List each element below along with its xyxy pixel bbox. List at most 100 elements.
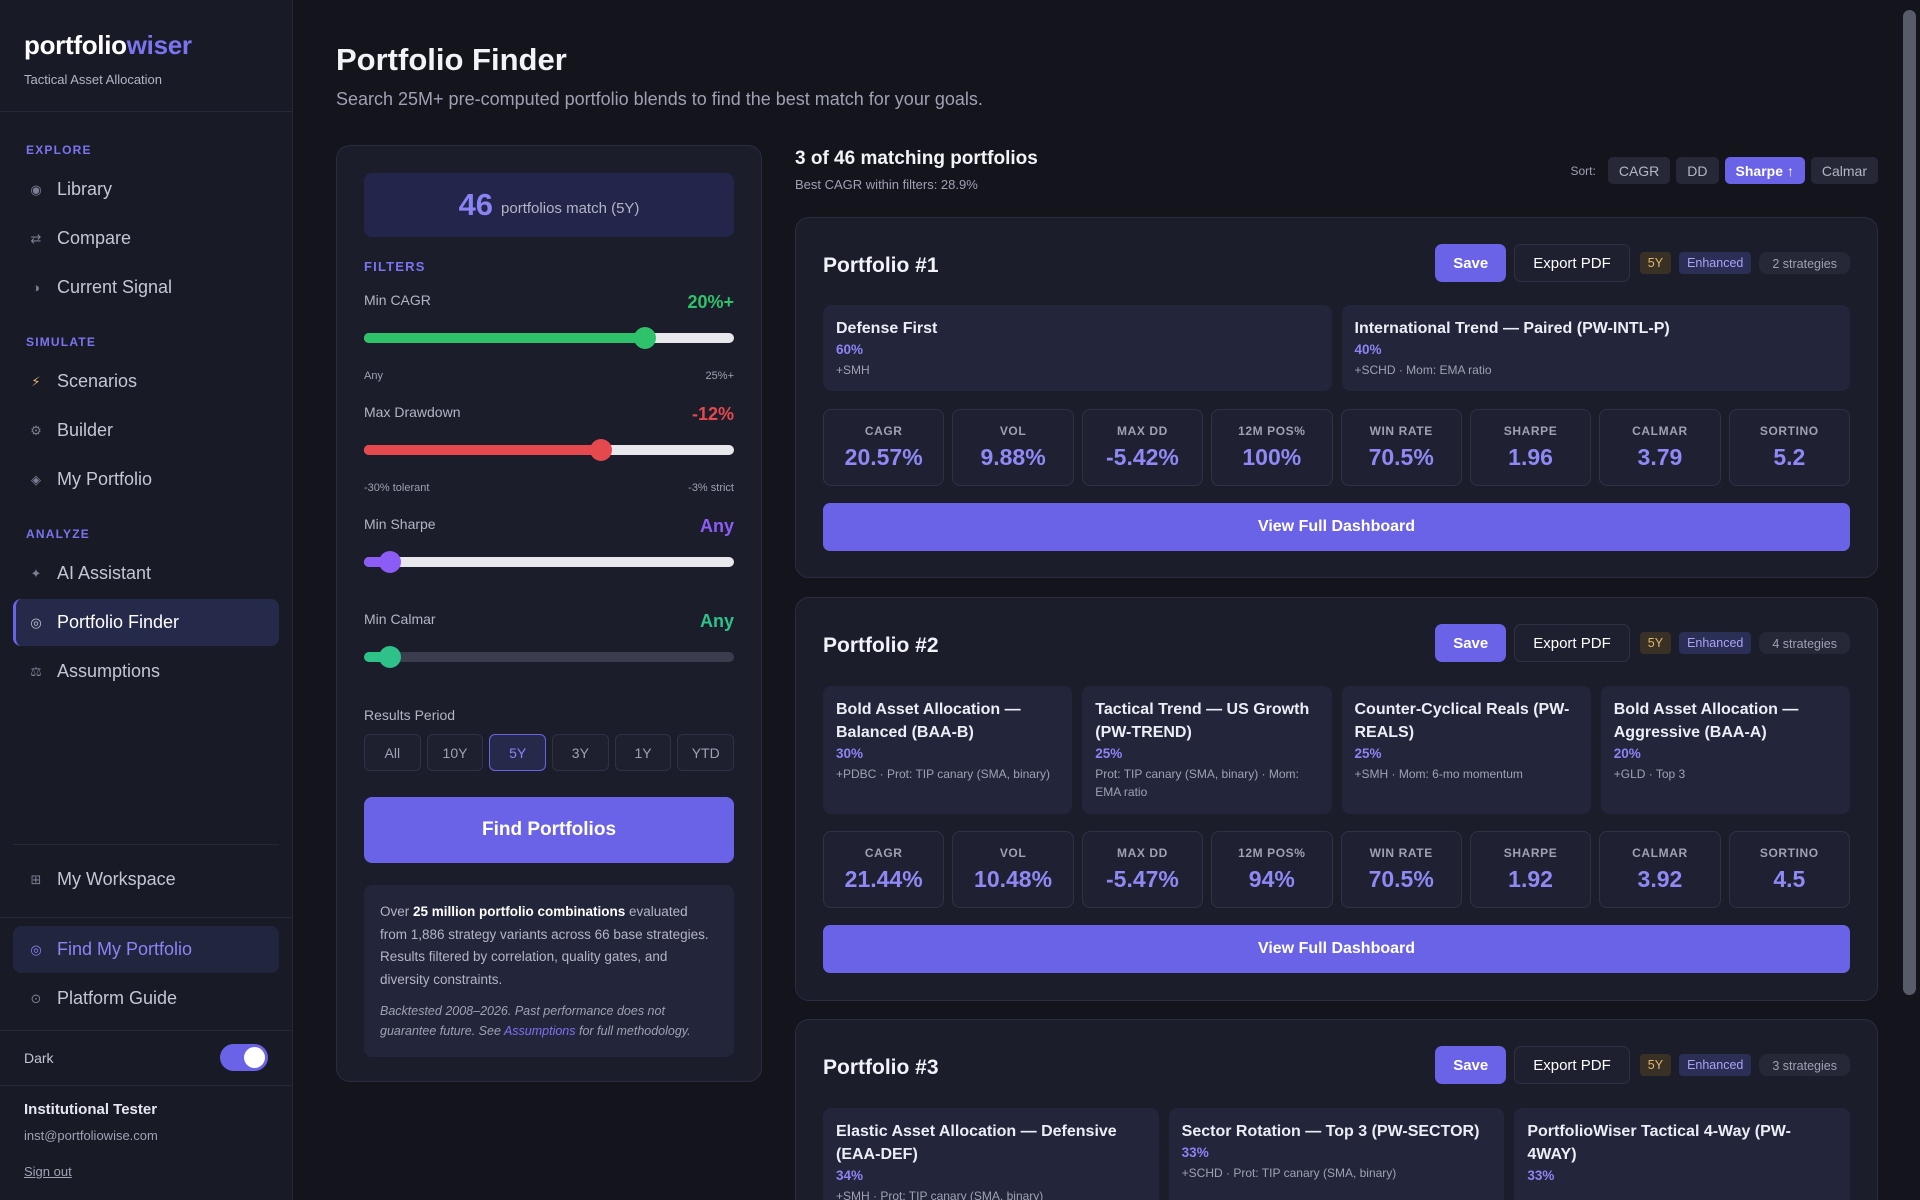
strategy-weight: 25% [1095, 746, 1123, 761]
sidebar-divider [0, 1085, 293, 1086]
metric-sharpe: SHARPE 1.92 [1469, 831, 1592, 908]
sort-dd-button[interactable]: DD [1676, 157, 1719, 184]
export-pdf-button[interactable]: Export PDF [1514, 624, 1630, 662]
swap-arrows-icon: ⇄ [30, 230, 42, 246]
strategy-count-tag: 2 strategies [1759, 252, 1850, 274]
strategy-name: PortfolioWiser Tactical 4-Way (PW-4WAY) [1527, 1123, 1791, 1163]
enhanced-tag: Enhanced [1679, 252, 1752, 274]
slider-thumb[interactable] [589, 439, 612, 461]
metric-sortino: SORTINO 5.2 [1728, 409, 1850, 486]
sidebar-item-current-signal[interactable]: ◑ Current Signal [13, 264, 279, 311]
metrics-row: CAGR 21.44% VOL 10.48% MAX DD -5.47% 12M PO… [823, 831, 1850, 908]
strategy-weight: 60% [836, 342, 864, 357]
max-drawdown-left-note: -30% tolerant [364, 482, 430, 494]
portfolio-title: Portfolio #2 [823, 634, 939, 657]
grid-icon: ⊞ [30, 871, 42, 887]
sidebar-item-library[interactable]: ◉ Library [13, 166, 279, 213]
sort-cagr-button[interactable]: CAGR [1607, 157, 1671, 184]
sidebar-divider [0, 917, 293, 918]
sidebar-item-ai-assistant[interactable]: ✦ AI Assistant [13, 550, 279, 597]
save-button[interactable]: Save [1435, 624, 1507, 662]
period-ytd[interactable]: YTD [677, 734, 735, 771]
period-3y[interactable]: 3Y [552, 734, 609, 771]
period-all[interactable]: All [364, 734, 421, 771]
strategy-card: Defense First 60% +SMH [823, 305, 1332, 391]
find-portfolios-button[interactable]: Find Portfolios [364, 797, 734, 863]
filters-title: FILTERS [364, 259, 426, 274]
strategy-card: Bold Asset Allocation — Aggressive (BAA-… [1600, 686, 1850, 814]
save-button[interactable]: Save [1435, 1046, 1507, 1084]
user-name: Institutional Tester [24, 1101, 158, 1118]
strategy-list: Elastic Asset Allocation — Defensive (EA… [823, 1108, 1851, 1200]
sidebar-item-find-my-portfolio[interactable]: ◎ Find My Portfolio [13, 926, 279, 973]
slider-thumb[interactable] [634, 327, 657, 349]
sidebar-item-label: AI Assistant [57, 563, 152, 583]
sidebar-item-platform-guide[interactable]: ⊙ Platform Guide [13, 975, 279, 1022]
period-1y[interactable]: 1Y [614, 734, 672, 771]
view-dashboard-button[interactable]: View Full Dashboard [823, 503, 1850, 551]
save-button[interactable]: Save [1435, 244, 1507, 282]
sidebar-item-label: Builder [57, 420, 114, 440]
sidebar-item-label: Portfolio Finder [57, 612, 180, 632]
sort-sharpe-button[interactable]: Sharpe ↑ [1724, 157, 1805, 184]
sidebar-item-assumptions[interactable]: ⚖ Assumptions [13, 648, 279, 695]
metric-sortino: SORTINO 4.5 [1728, 831, 1850, 908]
dark-mode-toggle[interactable] [220, 1044, 268, 1071]
strategy-card: Counter-Cyclical Reals (PW-REALS) 25% +S… [1341, 686, 1591, 814]
strategy-name: Sector Rotation — Top 3 (PW-SECTOR) [1181, 1123, 1480, 1140]
sign-out-link[interactable]: Sign out [24, 1164, 72, 1179]
portfolio-card: Portfolio #1 Save Export PDF 5Y Enhanced… [795, 217, 1878, 578]
slider-thumb[interactable] [378, 646, 401, 668]
toggle-knob [244, 1047, 265, 1068]
info-text: Over 25 million portfolio combinations e… [380, 904, 709, 987]
sidebar-item-builder[interactable]: ⚙ Builder [13, 407, 279, 454]
strategy-card: Sector Rotation — Top 3 (PW-SECTOR) 33% … [1168, 1108, 1505, 1200]
slider-fill [364, 333, 646, 343]
sidebar-item-label: Library [57, 179, 113, 199]
assumptions-link[interactable]: Assumptions [503, 1024, 576, 1038]
enhanced-tag: Enhanced [1679, 1054, 1752, 1076]
main-scrollbar[interactable] [1903, 10, 1916, 995]
half-circle-icon: ◑ [32, 280, 40, 295]
section-label-explore: EXPLORE [26, 143, 92, 157]
metric-vol: VOL 9.88% [952, 409, 1074, 486]
slider-thumb[interactable] [378, 551, 401, 573]
min-cagr-value: 20%+ [687, 292, 734, 312]
portfolio-card: Portfolio #3 Save Export PDF 5Y Enhanced… [795, 1019, 1878, 1200]
period-tag: 5Y [1639, 632, 1672, 654]
metric-max-dd: MAX DD -5.47% [1081, 831, 1204, 908]
sidebar-item-portfolio-finder[interactable]: ◎ Portfolio Finder [13, 599, 279, 646]
strategy-meta: +SMH · Mom: 6-mo momentum [1354, 767, 1523, 781]
sort-calmar-button[interactable]: Calmar [1810, 157, 1878, 184]
strategy-name: Elastic Asset Allocation — Defensive (EA… [836, 1123, 1117, 1163]
strategy-weight: 40% [1354, 342, 1382, 357]
sidebar-item-my-workspace[interactable]: ⊞ My Workspace [13, 856, 279, 903]
metric-sharpe: SHARPE 1.96 [1469, 409, 1592, 486]
sidebar-divider [13, 844, 279, 845]
export-pdf-button[interactable]: Export PDF [1514, 1046, 1630, 1084]
view-dashboard-button[interactable]: View Full Dashboard [823, 925, 1850, 973]
sidebar-item-scenarios[interactable]: ⚡ Scenarios [13, 358, 279, 405]
export-pdf-button[interactable]: Export PDF [1514, 244, 1630, 282]
scale-icon: ⚖ [30, 663, 42, 679]
min-calmar-slider[interactable] [364, 646, 734, 668]
min-cagr-slider[interactable] [364, 327, 734, 349]
period-10y[interactable]: 10Y [426, 734, 484, 771]
info-disclaimer: Backtested 2008–2026. Past performance d… [380, 1004, 691, 1038]
max-drawdown-slider[interactable] [364, 439, 734, 461]
period-5y[interactable]: 5Y [489, 734, 547, 771]
sidebar-item-compare[interactable]: ⇄ Compare [13, 215, 279, 262]
period-selector: All 10Y 5Y 3Y 1Y YTD [364, 734, 735, 771]
strategy-weight: 33% [1527, 1168, 1555, 1183]
methodology-info: Over 25 million portfolio combinations e… [364, 885, 734, 1057]
target-icon: ◎ [30, 614, 42, 630]
min-sharpe-slider[interactable] [364, 551, 734, 573]
results-subheading: Best CAGR within filters: 28.9% [795, 177, 978, 192]
brand-logo[interactable]: portfoliowiser [24, 30, 192, 60]
metric-cagr: CAGR 21.44% [823, 831, 945, 908]
enhanced-tag: Enhanced [1679, 632, 1752, 654]
metric-12m-pos: 12M POS% 100% [1211, 409, 1333, 486]
sidebar-item-label: My Workspace [57, 869, 176, 889]
strategy-meta: +PDBC · Prot: TIP canary (SMA, binary) [836, 767, 1050, 781]
sidebar-item-my-portfolio[interactable]: ◈ My Portfolio [13, 456, 279, 503]
